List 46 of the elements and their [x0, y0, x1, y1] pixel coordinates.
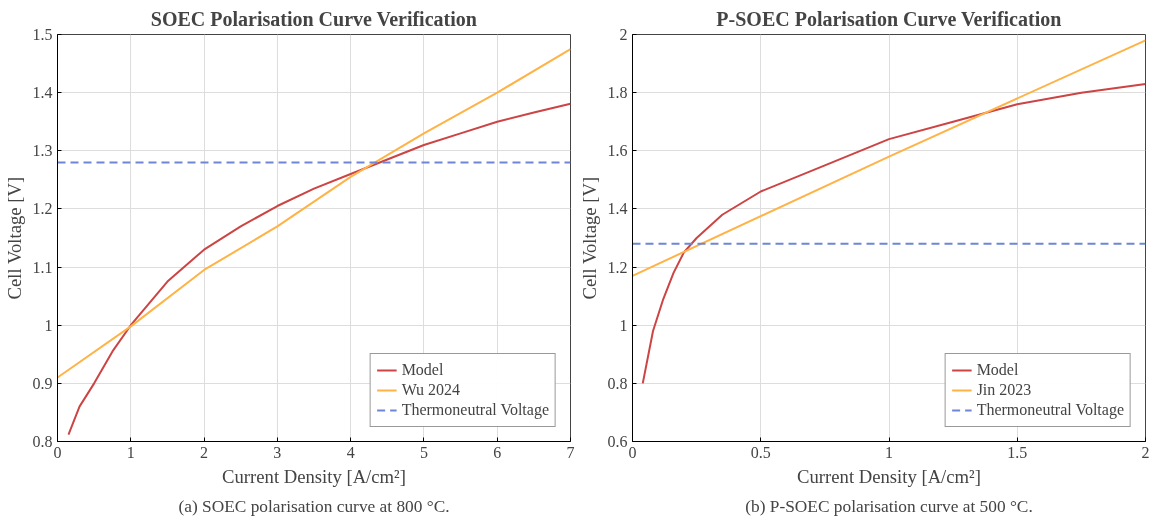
- y-tick-label: 1.8: [607, 84, 628, 102]
- x-tick-label: 1: [885, 443, 893, 461]
- x-tick-label: 1.5: [1007, 443, 1028, 461]
- y-tick-label: 0.9: [32, 374, 53, 392]
- x-axis-title: Current Density [A/cm²]: [797, 465, 981, 487]
- y-tick-label: 1.2: [607, 258, 628, 276]
- chart-title: SOEC Polarisation Curve Verification: [150, 7, 477, 30]
- y-tick-label: 0.8: [32, 433, 53, 450]
- y-tick-label: 1: [44, 316, 53, 334]
- y-tick-label: 0.8: [607, 374, 628, 392]
- x-tick-label: 0: [628, 443, 637, 461]
- x-tick-label: 3: [273, 443, 282, 461]
- y-tick-label: 1.4: [32, 84, 53, 102]
- x-axis-title: Current Density [A/cm²]: [222, 465, 406, 487]
- legend-label: Thermoneutral Voltage: [976, 401, 1124, 419]
- legend-label: Model: [976, 361, 1019, 379]
- y-tick-label: 2: [619, 26, 628, 43]
- y-tick-label: 1.2: [32, 200, 53, 218]
- y-tick-label: 1.1: [32, 258, 53, 276]
- legend-label: Jin 2023: [976, 381, 1032, 399]
- x-tick-label: 7: [566, 443, 575, 461]
- line-series: [67, 102, 571, 436]
- text: (a) SOEC polarisation curve at 800 °C.: [178, 496, 450, 516]
- x-tick-label: 0.5: [750, 443, 771, 461]
- x-tick-label: 6: [493, 443, 502, 461]
- legend-label: Wu 2024: [401, 381, 461, 399]
- y-axis-title: Cell Voltage [V]: [3, 176, 25, 300]
- line-series: [57, 48, 571, 379]
- legend-label: Thermoneutral Voltage: [401, 401, 549, 419]
- line-series: [641, 82, 1146, 385]
- y-tick-label: 1.6: [607, 142, 628, 160]
- x-tick-label: 5: [419, 443, 428, 461]
- x-tick-label: 2: [200, 443, 209, 461]
- y-tick-label: 1.3: [32, 142, 53, 160]
- legend-label: Model: [401, 361, 444, 379]
- text: (b) P-SOEC polarisation curve at 500 °C.: [745, 496, 1033, 516]
- y-tick-label: 1.4: [607, 200, 628, 218]
- chart-title: P-SOEC Polarisation Curve Verification: [716, 7, 1062, 30]
- y-tick-label: 0.6: [607, 433, 628, 450]
- x-tick-label: 0: [53, 443, 62, 461]
- y-tick-label: 1: [619, 316, 628, 334]
- y-tick-label: 1.5: [32, 26, 53, 43]
- x-tick-label: 4: [346, 443, 355, 461]
- x-tick-label: 2: [1141, 443, 1150, 461]
- x-tick-label: 1: [126, 443, 135, 461]
- y-axis-title: Cell Voltage [V]: [578, 176, 600, 300]
